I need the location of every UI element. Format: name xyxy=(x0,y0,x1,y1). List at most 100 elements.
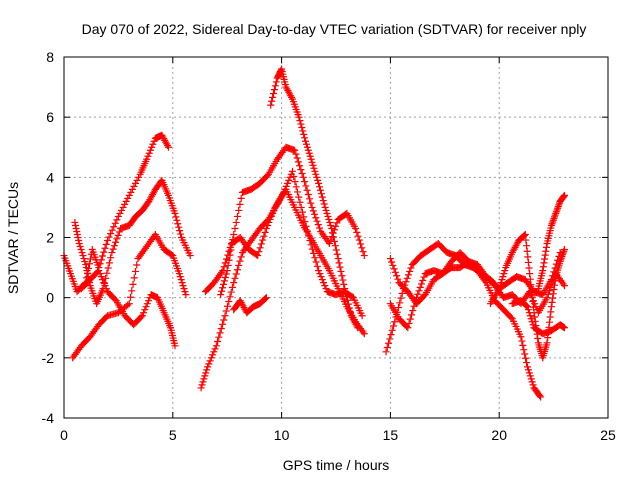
data-point xyxy=(321,282,329,290)
data-point xyxy=(555,201,563,209)
data-point xyxy=(549,290,557,298)
data-point xyxy=(284,179,292,187)
data-point xyxy=(223,267,231,275)
data-point xyxy=(221,312,229,320)
data-point xyxy=(296,117,304,125)
data-point xyxy=(83,267,91,275)
data-point xyxy=(298,169,306,177)
data-point xyxy=(108,249,116,257)
data-point xyxy=(410,302,418,310)
data-point xyxy=(212,342,220,350)
data-point xyxy=(316,224,324,232)
data-point xyxy=(537,393,545,401)
data-point xyxy=(390,265,398,273)
data-point xyxy=(224,302,232,310)
data-point xyxy=(305,149,313,157)
data-point xyxy=(527,281,535,289)
data-point xyxy=(336,263,344,271)
data-point xyxy=(396,299,404,307)
data-point xyxy=(86,255,94,263)
data-point xyxy=(231,274,239,282)
data-point xyxy=(338,272,346,280)
data-point xyxy=(542,243,550,251)
data-point xyxy=(320,200,328,208)
data-point xyxy=(218,268,226,276)
data-point xyxy=(298,208,306,216)
data-point xyxy=(227,246,235,254)
data-point xyxy=(302,222,310,230)
data-point xyxy=(524,366,532,374)
data-point xyxy=(360,330,368,338)
series-track-c xyxy=(69,230,190,362)
data-point xyxy=(525,369,533,377)
data-point xyxy=(230,279,238,287)
data-point xyxy=(335,259,343,267)
data-point xyxy=(525,309,533,317)
data-point xyxy=(219,280,227,288)
data-point xyxy=(389,261,397,269)
series-track-f xyxy=(201,167,366,320)
data-point xyxy=(295,193,303,201)
data-point xyxy=(113,216,121,224)
data-point xyxy=(385,339,393,347)
data-point xyxy=(541,251,549,259)
data-point xyxy=(100,279,108,287)
data-point xyxy=(128,287,136,295)
data-point xyxy=(226,293,234,301)
data-point xyxy=(71,218,79,226)
data-point xyxy=(267,212,275,220)
data-point xyxy=(521,350,529,358)
data-point xyxy=(560,324,568,332)
data-point xyxy=(305,232,313,240)
data-point xyxy=(540,259,548,267)
data-point xyxy=(271,82,279,90)
data-point xyxy=(79,252,87,260)
x-tick-label: 20 xyxy=(491,427,507,443)
data-point xyxy=(404,324,412,332)
data-point xyxy=(313,262,321,270)
data-point xyxy=(325,215,333,223)
y-tick-label: 4 xyxy=(46,169,54,185)
data-point xyxy=(293,154,301,162)
data-point xyxy=(414,290,422,298)
data-point xyxy=(496,282,504,290)
data-point xyxy=(318,276,326,284)
data-point xyxy=(265,218,273,226)
data-point xyxy=(288,167,296,175)
data-point xyxy=(314,176,322,184)
data-point xyxy=(343,292,351,300)
data-point xyxy=(231,224,239,232)
x-tick-label: 0 xyxy=(60,427,68,443)
data-point xyxy=(527,291,535,299)
data-point xyxy=(539,263,547,271)
data-point xyxy=(164,142,172,150)
data-point xyxy=(115,228,123,236)
data-point xyxy=(542,247,550,255)
series-track-a xyxy=(60,131,172,296)
data-point xyxy=(398,289,406,297)
data-point xyxy=(209,351,217,359)
data-point xyxy=(420,273,428,281)
data-point xyxy=(519,341,527,349)
data-point xyxy=(299,127,307,135)
data-point xyxy=(518,337,526,345)
y-tick-label: 2 xyxy=(46,230,54,246)
data-point xyxy=(217,325,225,333)
data-point xyxy=(317,273,325,281)
data-point xyxy=(551,211,559,219)
data-point xyxy=(121,200,129,208)
x-tick-label: 15 xyxy=(383,427,399,443)
data-point xyxy=(262,294,270,302)
data-point xyxy=(308,245,316,253)
data-point xyxy=(76,243,84,251)
data-point xyxy=(307,199,315,207)
data-point xyxy=(525,264,533,272)
data-point xyxy=(207,354,215,362)
data-point xyxy=(302,137,310,145)
data-point xyxy=(340,280,348,288)
data-point xyxy=(78,249,86,257)
data-point xyxy=(411,298,419,306)
data-point xyxy=(390,322,398,330)
data-point xyxy=(118,206,126,214)
data-point xyxy=(133,176,141,184)
